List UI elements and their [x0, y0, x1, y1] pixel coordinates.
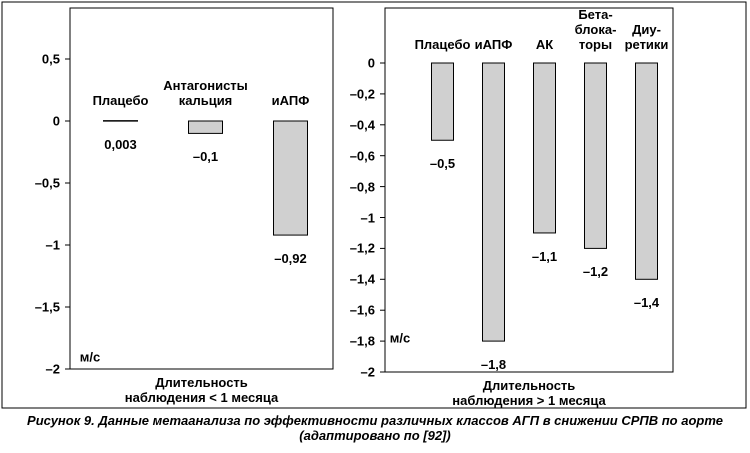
- bar: [584, 62, 607, 249]
- category-label: Плацебо: [92, 93, 149, 108]
- bar: [482, 62, 505, 342]
- y-tick-label: –1,8: [349, 333, 375, 349]
- category-label: иАПФ: [271, 93, 310, 108]
- value-label: –1,8: [480, 357, 507, 373]
- y-tick-label: –1,6: [349, 302, 375, 318]
- bar: [188, 120, 223, 134]
- value-label: –0,1: [192, 149, 219, 165]
- outer-frame: [1, 1, 747, 409]
- y-unit: м/с: [389, 330, 411, 346]
- y-tick-label: 0,5: [41, 51, 60, 67]
- value-label: –0,92: [274, 251, 307, 267]
- bar: [273, 120, 308, 236]
- bar: [635, 62, 658, 280]
- y-tick-label: –0,6: [349, 148, 375, 164]
- bar: [103, 120, 138, 122]
- y-tick-label: –1: [360, 210, 375, 225]
- category-label: АК: [535, 37, 554, 52]
- x-axis-label: Длительность наблюдения > 1 месяца: [452, 378, 606, 408]
- y-tick-label: –0,4: [349, 117, 375, 133]
- value-label: –0,5: [429, 156, 456, 172]
- y-tick-label: –1,4: [349, 271, 375, 287]
- y-tick-label: –1,2: [349, 240, 375, 256]
- y-tick-label: 0: [52, 113, 60, 129]
- category-label: Диу- ретики: [624, 22, 669, 52]
- value-label: –1,4: [633, 295, 660, 311]
- x-axis-label: Длительность наблюдения < 1 месяца: [124, 375, 279, 405]
- y-tick-label: –1: [45, 237, 60, 253]
- caption: Рисунок 9. Данные метаанализа по эффекти…: [27, 413, 723, 443]
- y-tick-label: –0,2: [349, 86, 375, 102]
- y-unit: м/с: [79, 349, 101, 365]
- y-tick-label: 0: [367, 55, 375, 71]
- y-tick-label: –1,5: [34, 299, 60, 315]
- category-label: Плацебо: [414, 37, 471, 52]
- value-label: –1,1: [531, 248, 558, 264]
- category-label: иАПФ: [474, 37, 513, 52]
- bar: [431, 62, 454, 141]
- panel-frame: [69, 7, 334, 370]
- y-tick-label: –0,5: [34, 175, 60, 191]
- bar: [533, 62, 556, 234]
- panel-frame: [384, 7, 674, 373]
- value-label: 0,003: [104, 137, 137, 152]
- y-tick-label: –2: [45, 361, 60, 377]
- category-label: Антагонисты кальция: [163, 78, 248, 108]
- category-label: Бета- блока- торы: [574, 7, 617, 52]
- y-tick-label: –2: [360, 364, 375, 380]
- value-label: –1,2: [582, 264, 609, 280]
- y-tick-label: –0,8: [349, 179, 375, 195]
